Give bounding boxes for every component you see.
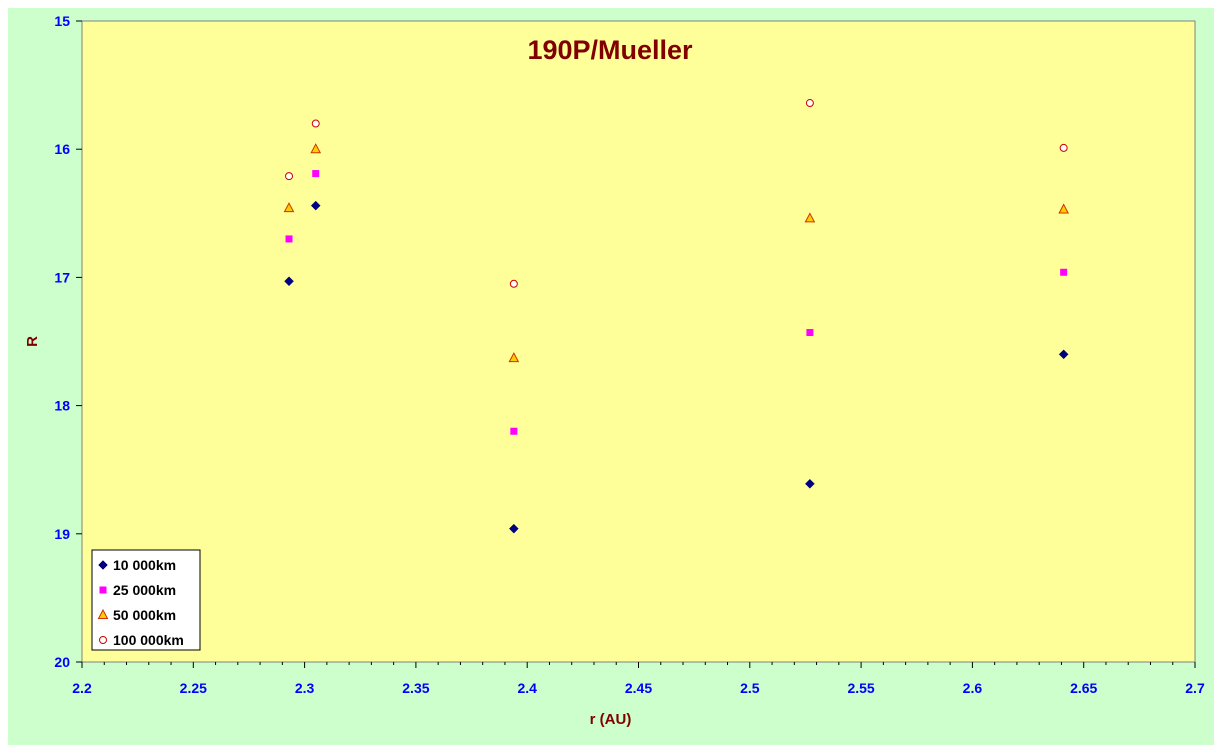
data-point <box>806 329 814 337</box>
legend-label: 100 000km <box>113 632 184 648</box>
data-point <box>1058 349 1069 360</box>
legend: 10 000km 25 000km 50 000km 100 000km <box>91 549 201 651</box>
data-point <box>1060 268 1068 276</box>
data-point <box>285 235 293 243</box>
x-tick-label: 2.2 <box>72 680 92 696</box>
data-point <box>285 172 294 181</box>
x-tick-label: 2.7 <box>1185 680 1205 696</box>
chart-svg: 2.2 2.25 2.3 2.35 2.4 2.45 2.5 2.55 2.6 2.65 2.7 1… <box>24 13 1205 728</box>
y-axis: 15 16 17 18 19 20 <box>54 13 82 670</box>
x-tick-label: 2.3 <box>295 680 315 696</box>
x-tick-label: 2.6 <box>963 680 983 696</box>
y-tick-label: 20 <box>54 654 70 670</box>
y-tick-label: 17 <box>54 269 70 285</box>
data-points <box>283 99 1069 534</box>
data-point <box>310 200 321 211</box>
y-tick-label: 16 <box>54 141 70 157</box>
legend-label: 25 000km <box>113 582 176 598</box>
data-point <box>1059 143 1068 152</box>
legend-label: 10 000km <box>113 557 176 573</box>
series-3 <box>283 143 1069 363</box>
chart-title: 190P/Mueller <box>527 35 693 65</box>
y-tick-label: 15 <box>54 13 70 29</box>
data-point <box>508 352 520 363</box>
data-point <box>509 279 518 288</box>
x-tick-label: 2.35 <box>402 680 429 696</box>
x-tick-label: 2.25 <box>180 680 207 696</box>
series-1 <box>284 200 1069 534</box>
x-tick-label: 2.55 <box>847 680 874 696</box>
series-4 <box>285 99 1068 288</box>
legend-marker <box>97 608 109 619</box>
legend-label: 50 000km <box>113 607 176 623</box>
legend-marker <box>99 636 107 644</box>
y-axis-title: R <box>24 336 41 347</box>
data-point <box>311 119 320 128</box>
data-point <box>1058 203 1069 214</box>
legend-marker <box>98 560 108 570</box>
data-point <box>804 212 816 223</box>
data-point <box>805 478 815 489</box>
data-point <box>312 170 320 178</box>
data-point <box>508 523 519 534</box>
x-tick-label: 2.5 <box>740 680 760 696</box>
legend-box <box>91 549 201 651</box>
x-axis: 2.2 2.25 2.3 2.35 2.4 2.45 2.5 2.55 2.6 2.65 2.7 <box>72 662 1205 696</box>
data-point <box>284 276 294 287</box>
data-point <box>310 143 322 154</box>
legend-marker <box>99 586 107 594</box>
x-axis-title: r (AU) <box>590 711 632 728</box>
chart-area: 2.2 2.25 2.3 2.35 2.4 2.45 2.5 2.55 2.6 2.65 2.7 1… <box>8 8 1214 745</box>
x-tick-label: 2.45 <box>625 680 652 696</box>
plot-area <box>81 20 1196 663</box>
y-tick-label: 18 <box>54 398 70 414</box>
x-tick-label: 2.4 <box>517 680 537 696</box>
data-point <box>510 427 518 435</box>
y-tick-label: 19 <box>54 526 70 542</box>
x-tick-label: 2.65 <box>1070 680 1097 696</box>
series-2 <box>285 170 1068 435</box>
data-point <box>283 202 295 213</box>
data-point <box>805 99 814 108</box>
